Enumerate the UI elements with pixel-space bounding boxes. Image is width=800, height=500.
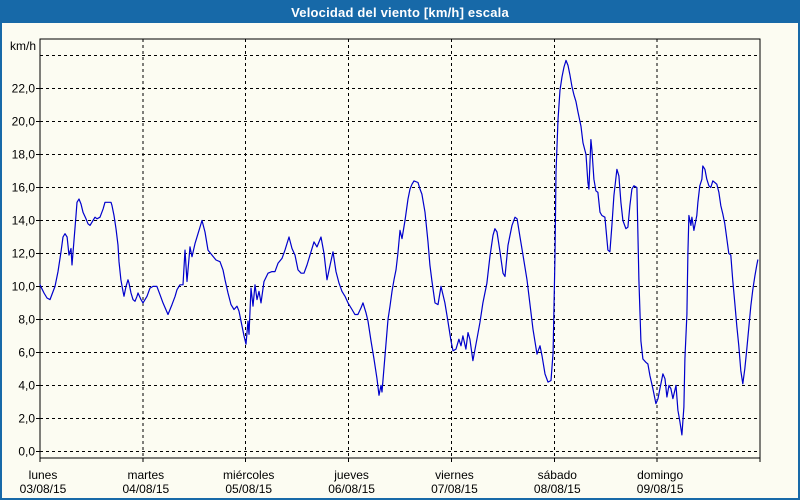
y-tick-label: 16,0 xyxy=(12,180,36,194)
y-tick-label: 6,0 xyxy=(18,345,35,359)
y-tick-label: 22,0 xyxy=(12,81,36,95)
y-tick-label: 4,0 xyxy=(18,378,35,392)
chart-area: 0,0 2,0 4,0 6,0 8,0 10,0 12,0 14,0 16,0 18,0 20,0 2… xyxy=(2,23,798,498)
wind-speed-line xyxy=(39,59,759,436)
y-tick-label: 2,0 xyxy=(18,411,35,425)
x-weekday-label: viernes xyxy=(435,468,474,482)
x-date-label: 08/08/15 xyxy=(534,482,581,496)
y-tick-label: 8,0 xyxy=(18,312,35,326)
x-date-label: 09/08/15 xyxy=(637,482,684,496)
y-tick-label: 14,0 xyxy=(12,213,36,227)
y-tick-label: 10,0 xyxy=(12,279,36,293)
x-date-label: 04/08/15 xyxy=(122,482,169,496)
chart-title: Velocidad del viento [km/h] escala xyxy=(291,5,509,20)
x-weekday-label: jueves xyxy=(333,468,369,482)
x-weekday-label: lunes xyxy=(29,468,58,482)
plot-border xyxy=(39,38,761,459)
x-date-label: 06/08/15 xyxy=(328,482,375,496)
x-date-label: 07/08/15 xyxy=(431,482,478,496)
x-weekday-label: miércoles xyxy=(223,468,274,482)
title-bar: Velocidad del viento [km/h] escala xyxy=(2,2,798,23)
y-tick-label: 12,0 xyxy=(12,246,36,260)
x-date-label: 05/08/15 xyxy=(225,482,272,496)
x-weekday-label: domingo xyxy=(637,468,683,482)
x-date-label: 03/08/15 xyxy=(20,482,67,496)
y-tick-label: 18,0 xyxy=(12,147,36,161)
x-weekday-label: martes xyxy=(128,468,165,482)
y-axis-unit-label: km/h xyxy=(10,39,36,53)
wind-speed-line-chart: 0,0 2,0 4,0 6,0 8,0 10,0 12,0 14,0 16,0 18,0 20,0 2… xyxy=(10,38,761,496)
y-tick-label: 0,0 xyxy=(18,444,35,458)
y-tick-label: 20,0 xyxy=(12,114,36,128)
x-weekday-label: sábado xyxy=(538,468,578,482)
